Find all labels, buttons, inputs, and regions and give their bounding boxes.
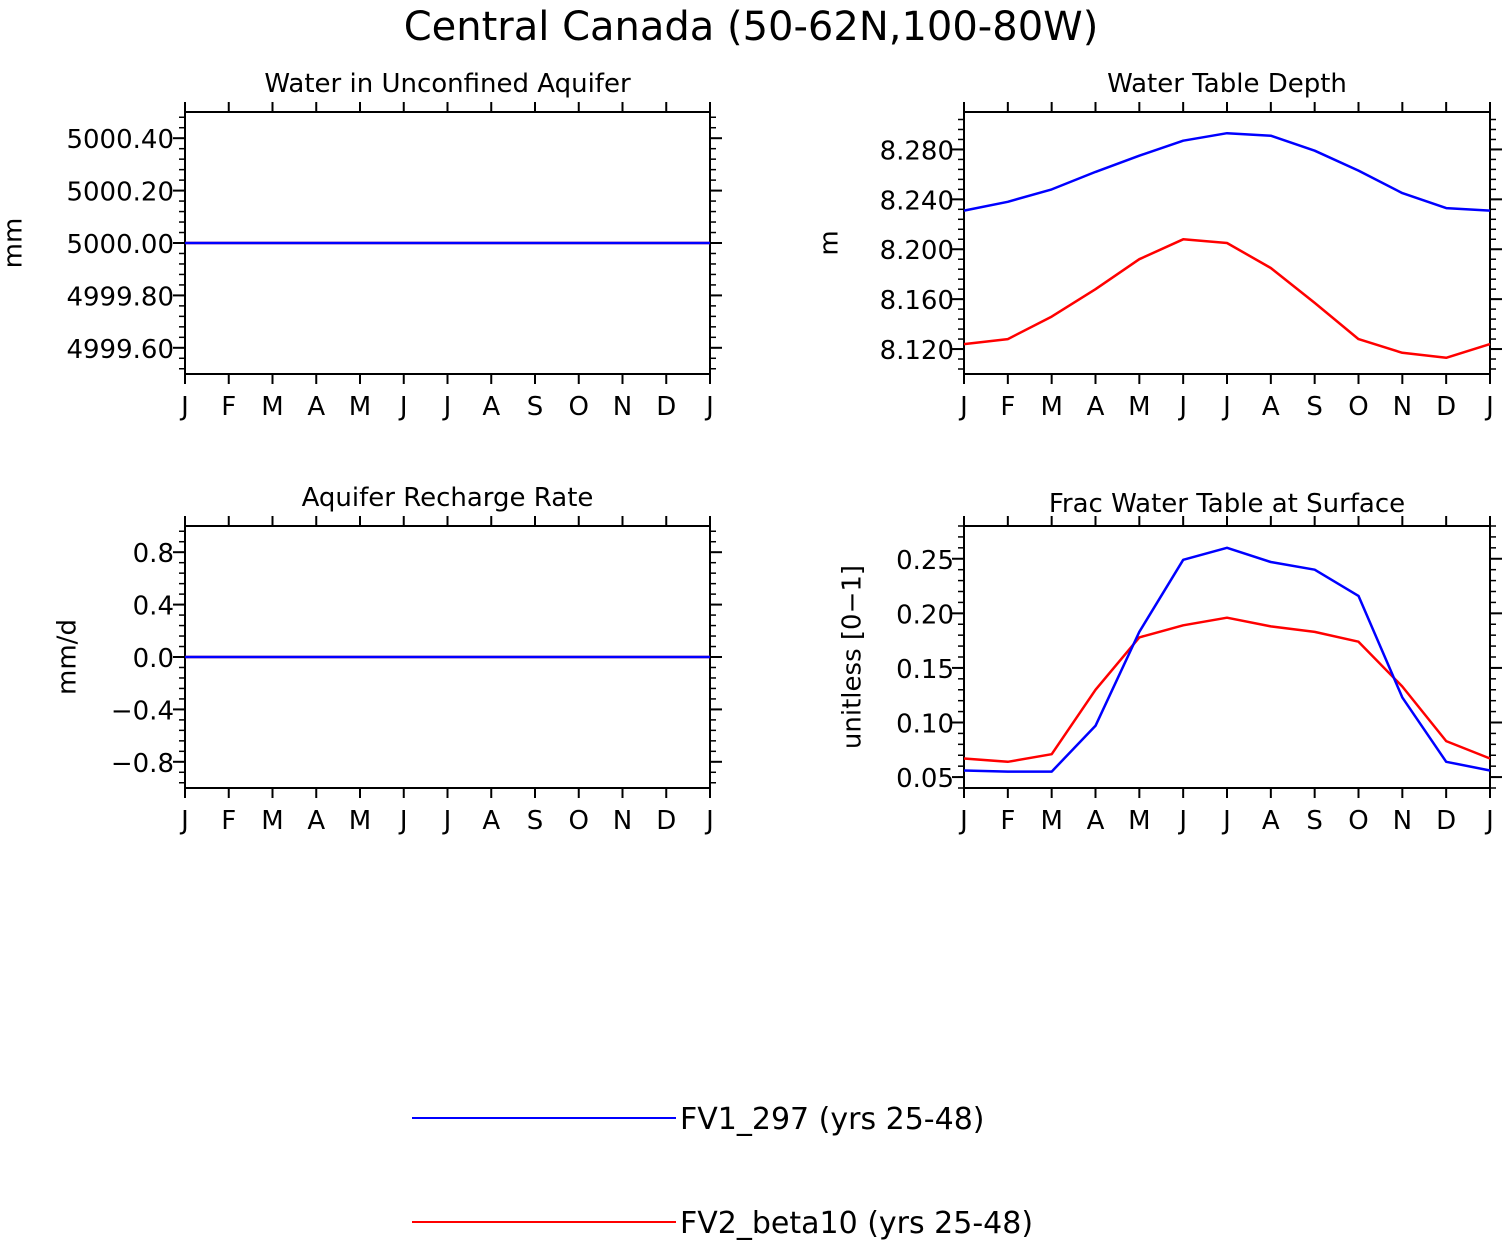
x-tick-label: O — [1348, 806, 1368, 836]
x-tick-label: N — [613, 806, 632, 836]
series-line-fv2-beta10 — [963, 238, 1491, 360]
y-tick-label: 5000.20 — [66, 178, 174, 208]
x-tick-label: A — [1262, 806, 1280, 836]
y-tick-label: 5000.00 — [66, 230, 174, 260]
x-tick-label: N — [613, 392, 632, 422]
panel-title: Water in Unconfined Aquifer — [264, 69, 631, 99]
y-tick-label: −0.4 — [111, 696, 174, 726]
x-tick-label: N — [1393, 392, 1412, 422]
x-tick-label: D — [1436, 392, 1456, 422]
x-tick-label: M — [1040, 392, 1062, 422]
x-tick-label: M — [261, 392, 283, 422]
x-tick-label: S — [527, 806, 544, 836]
y-tick-label: 8.120 — [880, 336, 954, 366]
x-tick-label: A — [1087, 806, 1105, 836]
x-tick-label: J — [704, 806, 714, 836]
x-tick-label: J — [958, 806, 968, 836]
y-tick-label: 0.20 — [896, 600, 954, 630]
y-axis-label: mm/d — [53, 619, 83, 695]
y-tick-label: 5000.40 — [66, 125, 174, 155]
y-tick-label: 8.160 — [880, 286, 954, 316]
series-line-fv1-297 — [963, 546, 1491, 773]
x-tick-label: D — [656, 392, 676, 422]
x-tick-label: D — [656, 806, 676, 836]
y-tick-label: 4999.80 — [66, 282, 174, 312]
y-axis-label: unitless [0−1] — [838, 565, 868, 749]
legend-label-series1: FV1_297 (yrs 25-48) — [680, 1102, 985, 1137]
y-tick-label: 4999.60 — [66, 335, 174, 365]
series-line-fv1-297 — [963, 131, 1491, 212]
x-tick-label: J — [1484, 392, 1494, 422]
y-axis-label: m — [815, 230, 845, 255]
x-tick-label: J — [442, 392, 452, 422]
x-tick-label: J — [704, 392, 714, 422]
y-tick-label: 0.05 — [896, 764, 954, 794]
x-tick-label: M — [1128, 392, 1150, 422]
y-tick-label: 8.200 — [880, 236, 954, 266]
plot-frame — [963, 525, 1491, 789]
x-tick-label: J — [958, 392, 968, 422]
x-tick-label: S — [1306, 806, 1323, 836]
y-tick-label: 8.240 — [880, 186, 954, 216]
y-tick-label: −0.8 — [111, 749, 174, 779]
y-tick-label: 0.15 — [896, 655, 954, 685]
x-tick-label: J — [1221, 392, 1231, 422]
y-axis-label: mm — [0, 218, 29, 269]
y-tick-label: 0.4 — [133, 592, 174, 622]
x-tick-label: S — [1306, 392, 1323, 422]
y-tick-label: 0.8 — [133, 539, 174, 569]
legend-label-series2: FV2_beta10 (yrs 25-48) — [680, 1206, 1033, 1241]
x-tick-label: F — [1000, 806, 1015, 836]
x-tick-label: M — [261, 806, 283, 836]
x-tick-label: A — [307, 806, 325, 836]
x-tick-label: O — [1348, 392, 1368, 422]
x-tick-label: M — [1040, 806, 1062, 836]
y-tick-label: 8.280 — [880, 136, 954, 166]
x-tick-label: F — [221, 392, 236, 422]
x-tick-label: A — [1087, 392, 1105, 422]
x-tick-label: J — [1177, 806, 1187, 836]
y-tick-label: 0.25 — [896, 546, 954, 576]
figure-title: Central Canada (50-62N,100-80W) — [404, 4, 1099, 50]
legend: FV1_297 (yrs 25-48) FV2_beta10 (yrs 25-4… — [412, 1102, 1033, 1241]
y-tick-label: 0.10 — [896, 710, 954, 740]
series-line-fv2-beta10 — [963, 616, 1491, 764]
x-tick-label: J — [179, 392, 189, 422]
x-tick-label: N — [1393, 806, 1412, 836]
x-tick-label: J — [398, 392, 408, 422]
x-tick-label: A — [307, 392, 325, 422]
x-tick-label: J — [398, 806, 408, 836]
x-tick-label: S — [527, 392, 544, 422]
x-tick-label: M — [349, 806, 371, 836]
x-tick-label: O — [569, 392, 589, 422]
panel-title: Water Table Depth — [1107, 69, 1347, 99]
x-tick-label: J — [1484, 806, 1494, 836]
panel-frac-water-table-at-surface: Frac Water Table at Surface unitless [0−1… — [838, 489, 1502, 836]
panel-title: Aquifer Recharge Rate — [302, 483, 594, 513]
x-tick-label: J — [442, 806, 452, 836]
x-tick-label: F — [1000, 392, 1015, 422]
x-tick-label: O — [569, 806, 589, 836]
x-tick-label: A — [482, 392, 500, 422]
y-tick-label: 0.0 — [133, 644, 174, 674]
x-tick-label: M — [1128, 806, 1150, 836]
x-tick-label: J — [179, 806, 189, 836]
x-tick-label: M — [349, 392, 371, 422]
panel-title: Frac Water Table at Surface — [1049, 489, 1405, 519]
x-tick-label: J — [1221, 806, 1231, 836]
x-tick-label: J — [1177, 392, 1187, 422]
x-tick-label: A — [1262, 392, 1280, 422]
x-tick-label: A — [482, 806, 500, 836]
x-tick-label: F — [221, 806, 236, 836]
x-tick-label: D — [1436, 806, 1456, 836]
